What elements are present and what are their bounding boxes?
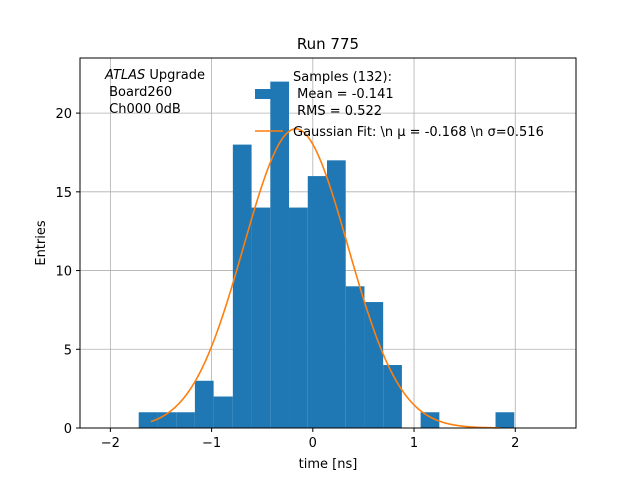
legend-fit-text: Gaussian Fit: \n μ = -0.168 \n σ=0.516: [293, 125, 544, 140]
legend: Samples (132): Mean = -0.141 RMS = 0.522…: [255, 70, 544, 140]
histogram-bar: [194, 380, 214, 428]
x-tick-label: −2: [101, 436, 120, 451]
y-tick-label: 10: [55, 265, 72, 280]
histogram-bar: [232, 144, 252, 428]
y-tick-label: 20: [55, 107, 72, 122]
annotation-channel: Ch000 0dB: [105, 102, 181, 117]
y-tick-label: 15: [55, 186, 72, 201]
histogram-bar: [345, 286, 365, 428]
histogram-bar: [420, 412, 440, 428]
y-tick-label: 5: [64, 343, 72, 358]
y-axis-ticks: 0 5 10 15 20: [55, 107, 80, 437]
upgrade-label: Upgrade: [145, 68, 205, 83]
plot-frame: [79, 57, 577, 429]
atlas-label: ATLAS: [104, 68, 145, 83]
histogram-bar: [364, 302, 384, 428]
histogram-bar: [326, 160, 346, 428]
x-axis-ticks: −2 −1 0 1 2: [101, 428, 519, 451]
histogram-bar: [307, 176, 327, 428]
histogram-bar: [270, 81, 290, 429]
annotation-board: Board260: [105, 85, 172, 100]
histogram-bar: [495, 412, 515, 428]
histogram-bar: [138, 412, 158, 428]
x-axis-label: time [ns]: [299, 457, 358, 472]
legend-samples-mean: Mean = -0.141: [293, 87, 394, 102]
x-tick-label: 2: [511, 436, 519, 451]
histogram-bar: [213, 396, 233, 428]
chart-title: Run 775: [297, 35, 359, 53]
legend-samples-rms: RMS = 0.522: [293, 104, 382, 119]
histogram-bar: [176, 412, 195, 428]
x-tick-label: 1: [410, 436, 418, 451]
legend-samples-title: Samples (132):: [293, 70, 392, 85]
y-tick-label: 0: [64, 422, 72, 437]
histogram-bar: [383, 365, 402, 428]
histogram-bar: [251, 207, 271, 428]
x-tick-label: 0: [309, 436, 317, 451]
histogram-bar: [289, 207, 308, 428]
legend-samples-patch: [255, 89, 283, 99]
gaussian-fit-line: [150, 128, 501, 429]
atlas-annotation: ATLAS Upgrade Board260 Ch000 0dB: [104, 68, 205, 117]
y-axis-label: Entries: [34, 220, 49, 266]
annotation-line-1: ATLAS Upgrade: [104, 68, 205, 83]
x-tick-label: −1: [202, 436, 221, 451]
histogram-bars: [138, 81, 515, 429]
